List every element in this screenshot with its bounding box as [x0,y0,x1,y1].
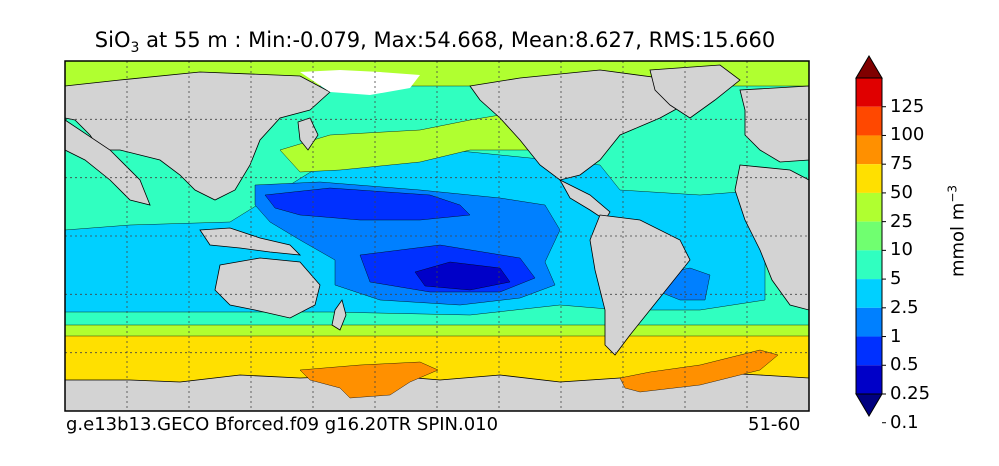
colorbar-tick-label: 0.25 [890,383,931,404]
north-america [469,69,701,181]
arabia-india [65,119,151,206]
footer-case-name: g.e13b13.GECO Bforced.f09 g16.20TR SPIN.… [66,414,499,435]
new-zealand [331,299,347,331]
colorbar-segment [856,250,882,280]
ross-sea-patch [299,361,439,399]
colorbar-tick-label: 25 [890,210,913,232]
colorbar-segment [856,365,882,394]
maritime-asia [199,227,302,256]
colorbar-segment [856,135,882,165]
colorbar-segment [856,307,882,337]
colorbar-tick-label: 10 [890,239,913,261]
map-frame [64,60,810,412]
africa [734,164,809,311]
colorbar [855,55,886,424]
greenland [649,64,741,119]
colorbar-segment [856,192,882,222]
map-gridlines [65,61,809,411]
colorbar-tick-label: 2.5 [890,296,919,318]
colorbar-tick-label: 0.5 [890,354,919,376]
colorbar-units-label: mmol m−3 [945,184,969,278]
colorbar-extend-max [855,55,883,79]
colorbar-tick-label: 1 [890,325,902,347]
colorbar-tick-label: 125 [890,95,925,117]
pacific-band-025 [264,187,471,221]
colorbar-tick-label: 5 [890,268,902,290]
footer-years: 51-60 [748,414,801,435]
colorbar-frame [855,77,883,395]
colorbar-tick-label: 50 [890,181,913,203]
colorbar-segment [856,279,882,308]
colorbar-segment [856,221,882,251]
south-america [589,214,691,356]
colorbar-tick-label: 100 [890,124,925,146]
map-panel [65,61,809,411]
weddell-sea-patch [619,349,779,393]
colorbar-tick-label: 75 [890,153,913,175]
colorbar-segment [856,78,882,107]
colorbar-segment [856,336,882,366]
colorbar-segment [856,164,882,193]
europe-east [739,85,809,163]
australia [214,257,321,319]
pacific-core-01 [414,261,511,291]
plot-title: SiO3 at 55 m : Min:-0.079, Max:54.668, M… [94,28,776,57]
arctic-sea-ice [300,70,420,95]
colorbar-extend-min [855,393,883,417]
colorbar-segment [856,106,882,136]
colorbar-tick-label: 0.1 [890,411,919,433]
